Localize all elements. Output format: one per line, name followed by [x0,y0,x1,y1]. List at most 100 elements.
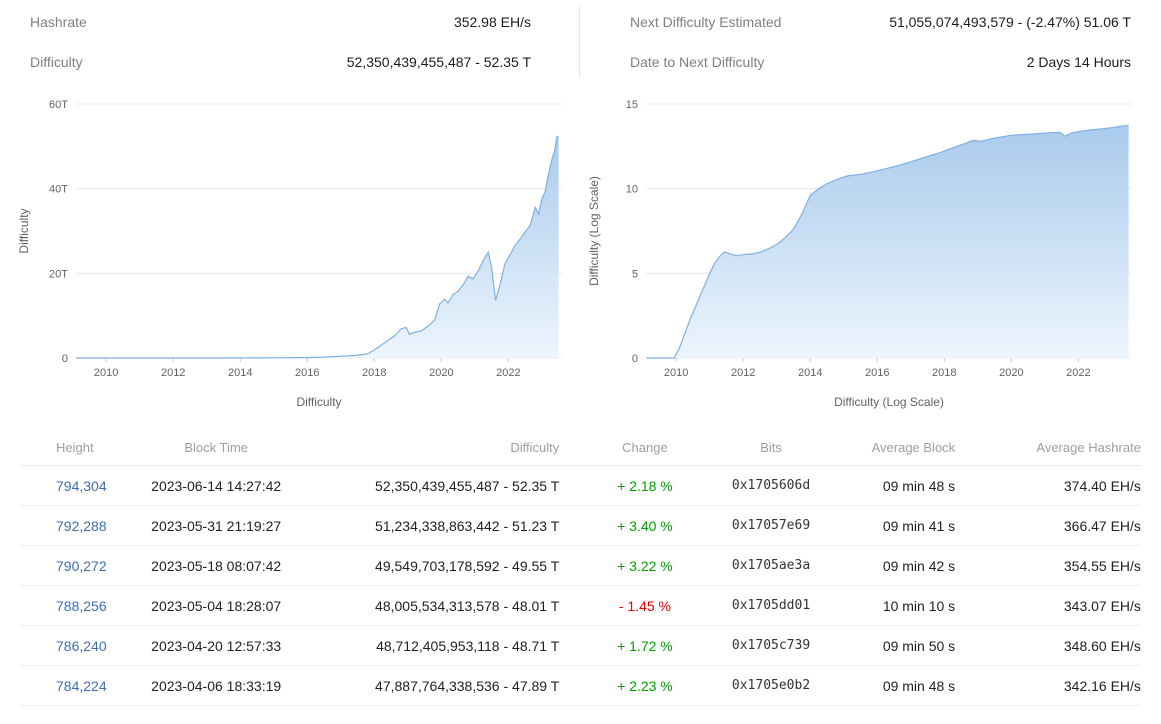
cell-change: + 1.72 % [617,637,673,654]
cell-difficulty: 52,350,439,455,487 - 52.35 T [375,477,560,494]
cell-difficulty: 47,887,764,338,536 - 47.89 T [375,677,560,694]
column-header-avg_hashrate: Average Hashrate [1036,440,1141,455]
cell-avg_hashrate: 354.55 EH/s [1063,557,1141,574]
cell-height: 790,272 [20,558,121,574]
stat-difficulty-label: Difficulty [30,54,83,70]
block-height-link[interactable]: 790,272 [56,557,107,574]
x-tick-label: 2022 [496,367,520,379]
difficulty-log-chart-canvas[interactable]: 0 5 10 15 2010 2012 2014 2016 2018 2020 2022 Diffic… [582,94,1152,416]
cell-avg_block: 09 min 42 s [882,557,956,574]
block-height-link[interactable]: 786,240 [56,637,107,654]
x-tick-label: 2014 [228,367,252,379]
table-header-row: Height Block Time Difficulty Change Bits Aver… [20,430,1141,466]
cell-avg_block: 09 min 50 s [882,637,956,654]
y-tick-label: 20T [49,268,68,280]
table-row: 790,272 2023-05-18 08:07:42 49,549,703,178… [20,546,1141,586]
stat-hashrate-value: 352.98 EH/s [453,14,531,30]
x-tick-label: 2022 [1066,367,1090,379]
cell-difficulty: 48,005,534,313,578 - 48.01 T [375,597,560,614]
block-height-link[interactable]: 784,224 [56,677,107,694]
y-axis-title: Difficulty [17,208,31,253]
stat-next-difficulty-label: Next Difficulty Estimated [630,14,782,30]
stat-difficulty-value: 52,350,439,455,487 - 52.35 T [346,54,531,70]
y-tick-label: 60T [49,99,68,111]
cell-difficulty: 51,234,338,863,442 - 51.23 T [375,517,560,534]
cell-height: 788,256 [20,598,121,614]
y-tick-label: 15 [626,99,638,111]
cell-avg_block: 09 min 41 s [882,517,956,534]
column-header-bits: Bits [760,440,782,455]
column-header-change: Change [622,440,668,455]
table-row: 792,288 2023-05-31 21:19:27 51,234,338,863… [20,506,1141,546]
cell-avg_hashrate: 342.16 EH/s [1063,677,1141,694]
cell-avg_hashrate: 366.47 EH/s [1063,517,1141,534]
table-row: 784,224 2023-04-06 18:33:19 47,887,764,338… [20,666,1141,706]
cell-height: 792,288 [20,518,121,534]
area-fill [76,136,559,358]
cell-avg_hashrate: 374.40 EH/s [1063,477,1141,494]
cell-avg_block: 10 min 10 s [882,597,956,614]
stat-difficulty: Difficulty 52,350,439,455,487 - 52.35 T [30,42,531,82]
stat-date-next-difficulty: Date to Next Difficulty 2 Days 14 Hours [630,42,1131,82]
stat-hashrate-label: Hashrate [30,14,87,30]
cell-block_time: 2023-05-31 21:19:27 [151,517,282,534]
cell-bits: 0x1705e0b2 [731,678,811,693]
x-tick-label: 2012 [161,367,185,379]
y-axis-title: Difficulty (Log Scale) [587,176,601,286]
charts-section: 0 20T 40T 60T 2010 2012 2014 2016 2018 2020 2022 Di… [0,88,1161,416]
cell-block_time: 2023-05-18 08:07:42 [151,557,282,574]
table-body: 794,304 2023-06-14 14:27:42 52,350,439,455… [20,466,1141,706]
cell-block_time: 2023-04-06 18:33:19 [151,677,282,694]
difficulty-log-chart[interactable]: 0 5 10 15 2010 2012 2014 2016 2018 2020 2022 Diffic… [582,94,1152,416]
cell-bits: 0x1705dd01 [731,598,811,613]
x-tick-label: 2020 [429,367,453,379]
cell-bits: 0x1705c739 [731,638,811,653]
stat-next-difficulty-value: 51,055,074,493,579 - (-2.47%) 51.06 T [889,14,1131,30]
cell-block_time: 2023-05-04 18:28:07 [151,597,282,614]
block-height-link[interactable]: 794,304 [56,477,107,494]
cell-bits: 0x17057e69 [731,518,811,533]
cell-change: + 3.22 % [617,557,673,574]
cell-change: + 3.40 % [617,517,673,534]
cell-avg_block: 09 min 48 s [882,477,956,494]
block-height-link[interactable]: 788,256 [56,597,107,614]
x-tick-label: 2020 [999,367,1023,379]
stat-next-difficulty: Next Difficulty Estimated 51,055,074,493… [630,2,1131,42]
cell-avg_block: 09 min 48 s [882,677,956,694]
cell-block_time: 2023-04-20 12:57:33 [151,637,282,654]
x-tick-label: 2010 [664,367,688,379]
table-row: 788,256 2023-05-04 18:28:07 48,005,534,313… [20,586,1141,626]
stats-header: Hashrate 352.98 EH/s Difficulty 52,350,4… [0,0,1161,88]
cell-change: - 1.45 % [618,597,671,614]
block-height-link[interactable]: 792,288 [56,517,107,534]
stat-hashrate: Hashrate 352.98 EH/s [30,2,531,42]
column-header-block_time: Block Time [184,440,248,455]
difficulty-linear-chart[interactable]: 0 20T 40T 60T 2010 2012 2014 2016 2018 2020 2022 Di… [12,94,582,416]
x-tick-label: 2018 [362,367,386,379]
y-tick-label: 5 [632,268,638,280]
area-fill [646,125,1129,358]
difficulty-linear-chart-canvas[interactable]: 0 20T 40T 60T 2010 2012 2014 2016 2018 2020 2022 Di… [12,94,582,416]
column-header-difficulty: Difficulty [510,440,560,455]
cell-avg_hashrate: 343.07 EH/s [1063,597,1141,614]
cell-avg_hashrate: 348.60 EH/s [1063,637,1141,654]
cell-block_time: 2023-06-14 14:27:42 [151,477,282,494]
stats-left-column: Hashrate 352.98 EH/s Difficulty 52,350,4… [30,2,579,82]
cell-bits: 0x1705606d [731,478,811,493]
x-tick-label: 2014 [798,367,822,379]
table-row: 794,304 2023-06-14 14:27:42 52,350,439,455… [20,466,1141,506]
x-tick-label: 2018 [932,367,956,379]
stat-date-next-difficulty-label: Date to Next Difficulty [630,54,765,70]
x-tick-label: 2012 [731,367,755,379]
table-row: 786,240 2023-04-20 12:57:33 48,712,405,953… [20,626,1141,666]
y-tick-label: 40T [49,184,68,196]
cell-bits: 0x1705ae3a [731,558,811,573]
cell-difficulty: 49,549,703,178,592 - 49.55 T [375,557,560,574]
cell-change: + 2.23 % [617,677,673,694]
cell-difficulty: 48,712,405,953,118 - 48.71 T [376,637,560,654]
cell-height: 794,304 [20,478,121,494]
difficulty-table: Height Block Time Difficulty Change Bits Aver… [0,430,1161,706]
series-line [646,124,1129,359]
cell-height: 784,224 [20,678,121,694]
